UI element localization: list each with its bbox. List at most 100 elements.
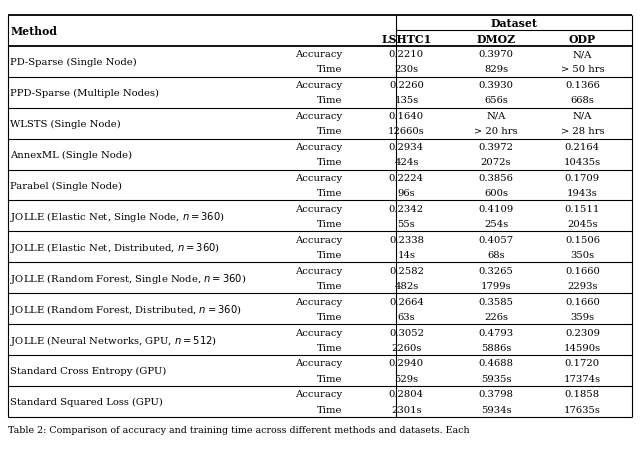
Text: 96s: 96s <box>397 189 415 198</box>
Text: 600s: 600s <box>484 189 508 198</box>
Text: 1799s: 1799s <box>481 281 511 290</box>
Text: N/A: N/A <box>486 112 506 120</box>
Text: JOLLE (Random Forest, Single Node, $n = 360$): JOLLE (Random Forest, Single Node, $n = … <box>10 271 246 285</box>
Text: Accuracy: Accuracy <box>295 235 342 244</box>
Text: 0.1709: 0.1709 <box>565 173 600 182</box>
Text: 0.2309: 0.2309 <box>565 328 600 337</box>
Text: Time: Time <box>317 343 342 352</box>
Text: 68s: 68s <box>487 251 505 260</box>
Text: Standard Squared Loss (GPU): Standard Squared Loss (GPU) <box>10 397 163 406</box>
Text: 2301s: 2301s <box>391 405 422 414</box>
Text: 0.3585: 0.3585 <box>479 297 513 306</box>
Text: Accuracy: Accuracy <box>295 328 342 337</box>
Text: 226s: 226s <box>484 313 508 321</box>
Text: 359s: 359s <box>570 313 595 321</box>
Text: Time: Time <box>317 96 342 105</box>
Text: 668s: 668s <box>570 96 595 105</box>
Text: 0.2934: 0.2934 <box>389 143 424 152</box>
Text: 0.2940: 0.2940 <box>389 359 424 368</box>
Text: JOLLE (Random Forest, Distributed, $n = 360$): JOLLE (Random Forest, Distributed, $n = … <box>10 302 242 316</box>
Text: Accuracy: Accuracy <box>295 359 342 368</box>
Text: 0.1506: 0.1506 <box>565 235 600 244</box>
Text: 656s: 656s <box>484 96 508 105</box>
Text: 0.1720: 0.1720 <box>565 359 600 368</box>
Text: WLSTS (Single Node): WLSTS (Single Node) <box>10 120 121 129</box>
Text: JOLLE (Elastic Net, Distributed, $n = 360$): JOLLE (Elastic Net, Distributed, $n = 36… <box>10 240 220 254</box>
Text: JOLLE (Elastic Net, Single Node, $n = 360$): JOLLE (Elastic Net, Single Node, $n = 36… <box>10 210 225 223</box>
Text: Time: Time <box>317 405 342 414</box>
Text: 829s: 829s <box>484 65 508 74</box>
Text: JOLLE (Neural Networks, GPU, $n = 512$): JOLLE (Neural Networks, GPU, $n = 512$) <box>10 333 217 347</box>
Text: Time: Time <box>317 374 342 383</box>
Text: 0.4109: 0.4109 <box>478 204 514 213</box>
Text: 1943s: 1943s <box>567 189 598 198</box>
Text: N/A: N/A <box>573 112 592 120</box>
Text: 0.1511: 0.1511 <box>564 204 600 213</box>
Text: 230s: 230s <box>394 65 419 74</box>
Text: 0.4793: 0.4793 <box>479 328 513 337</box>
Text: Accuracy: Accuracy <box>295 266 342 275</box>
Text: 135s: 135s <box>394 96 419 105</box>
Text: Accuracy: Accuracy <box>295 50 342 59</box>
Text: 0.3970: 0.3970 <box>479 50 513 59</box>
Text: PD-Sparse (Single Node): PD-Sparse (Single Node) <box>10 58 137 67</box>
Text: 0.4688: 0.4688 <box>479 359 513 368</box>
Text: 17374s: 17374s <box>564 374 601 383</box>
Text: Accuracy: Accuracy <box>295 173 342 182</box>
Text: Accuracy: Accuracy <box>295 390 342 399</box>
Text: 12660s: 12660s <box>388 127 425 136</box>
Text: 350s: 350s <box>570 251 595 260</box>
Text: 529s: 529s <box>394 374 419 383</box>
Text: 14590s: 14590s <box>564 343 601 352</box>
Text: > 28 hrs: > 28 hrs <box>561 127 604 136</box>
Text: 0.2164: 0.2164 <box>565 143 600 152</box>
Text: Table 2: Comparison of accuracy and training time across different methods and d: Table 2: Comparison of accuracy and trai… <box>8 425 469 434</box>
Text: PPD-Sparse (Multiple Nodes): PPD-Sparse (Multiple Nodes) <box>10 88 159 97</box>
Text: Time: Time <box>317 281 342 290</box>
Text: 0.1640: 0.1640 <box>389 112 424 120</box>
Text: Parabel (Single Node): Parabel (Single Node) <box>10 181 122 190</box>
Text: Accuracy: Accuracy <box>295 112 342 120</box>
Text: Time: Time <box>317 158 342 167</box>
Text: 0.3265: 0.3265 <box>479 266 513 275</box>
Text: 0.3052: 0.3052 <box>389 328 424 337</box>
Text: LSHTC1: LSHTC1 <box>381 33 431 45</box>
Text: Time: Time <box>317 65 342 74</box>
Text: Time: Time <box>317 313 342 321</box>
Text: 0.2804: 0.2804 <box>389 390 424 399</box>
Text: 0.2582: 0.2582 <box>389 266 424 275</box>
Text: 63s: 63s <box>397 313 415 321</box>
Text: 0.3972: 0.3972 <box>479 143 513 152</box>
Text: > 20 hrs: > 20 hrs <box>474 127 518 136</box>
Text: Accuracy: Accuracy <box>295 143 342 152</box>
Text: 5935s: 5935s <box>481 374 511 383</box>
Text: DMOZ: DMOZ <box>476 33 516 45</box>
Text: 10435s: 10435s <box>564 158 601 167</box>
Text: 5886s: 5886s <box>481 343 511 352</box>
Text: Accuracy: Accuracy <box>295 297 342 306</box>
Text: 2260s: 2260s <box>391 343 422 352</box>
Text: Time: Time <box>317 189 342 198</box>
Text: 2293s: 2293s <box>567 281 598 290</box>
Text: Accuracy: Accuracy <box>295 204 342 213</box>
Text: 0.2260: 0.2260 <box>389 81 424 90</box>
Text: 0.2210: 0.2210 <box>389 50 424 59</box>
Text: 5934s: 5934s <box>481 405 511 414</box>
Text: 55s: 55s <box>397 220 415 229</box>
Text: Accuracy: Accuracy <box>295 81 342 90</box>
Text: Standard Cross Entropy (GPU): Standard Cross Entropy (GPU) <box>10 366 166 375</box>
Text: 2045s: 2045s <box>567 220 598 229</box>
Text: ODP: ODP <box>569 33 596 45</box>
Text: Time: Time <box>317 251 342 260</box>
Text: 254s: 254s <box>484 220 508 229</box>
Text: 0.1366: 0.1366 <box>565 81 600 90</box>
Text: 0.2664: 0.2664 <box>389 297 424 306</box>
Text: 0.2342: 0.2342 <box>389 204 424 213</box>
Text: AnnexML (Single Node): AnnexML (Single Node) <box>10 150 132 159</box>
Text: 424s: 424s <box>394 158 419 167</box>
Text: 2072s: 2072s <box>481 158 511 167</box>
Text: > 50 hrs: > 50 hrs <box>561 65 604 74</box>
Text: 14s: 14s <box>397 251 415 260</box>
Text: 0.3798: 0.3798 <box>479 390 513 399</box>
Text: Time: Time <box>317 127 342 136</box>
